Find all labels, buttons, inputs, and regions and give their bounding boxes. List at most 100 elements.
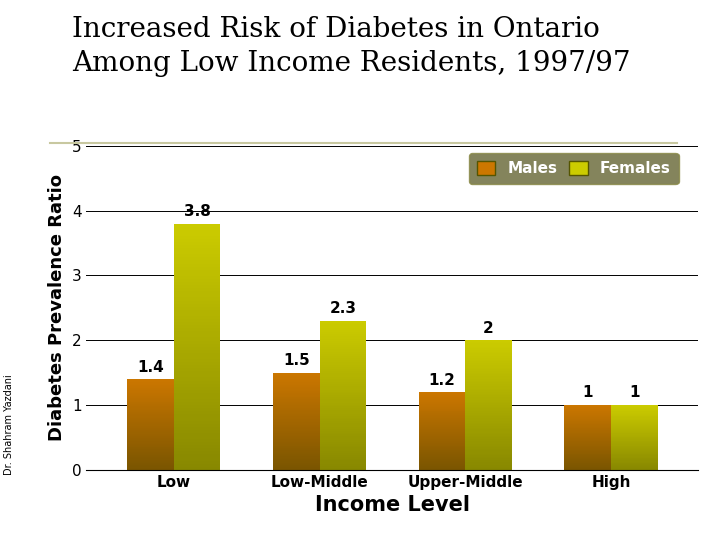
Bar xyxy=(418,458,465,459)
Bar xyxy=(564,451,611,452)
Bar xyxy=(465,386,512,387)
Bar xyxy=(127,417,174,419)
Bar xyxy=(611,453,657,454)
Bar xyxy=(127,440,174,442)
Bar xyxy=(320,448,366,449)
Bar xyxy=(465,342,512,343)
Bar xyxy=(320,466,366,468)
Bar xyxy=(174,258,220,260)
Bar xyxy=(174,325,220,328)
Bar xyxy=(127,446,174,447)
Bar xyxy=(564,456,611,457)
Bar xyxy=(273,455,320,456)
Bar xyxy=(320,421,366,423)
Bar xyxy=(127,429,174,430)
Bar xyxy=(465,376,512,377)
Bar xyxy=(127,396,174,397)
Bar xyxy=(174,331,220,334)
Bar xyxy=(611,442,657,443)
Bar xyxy=(611,418,657,419)
Bar xyxy=(418,462,465,463)
Bar xyxy=(320,367,366,369)
Bar xyxy=(418,417,465,418)
Bar xyxy=(174,322,220,325)
Bar xyxy=(465,364,512,366)
Bar xyxy=(174,347,220,350)
Bar xyxy=(320,379,366,380)
Bar xyxy=(465,343,512,345)
Bar xyxy=(174,279,220,282)
Bar xyxy=(127,381,174,382)
Bar xyxy=(418,431,465,432)
Bar xyxy=(273,451,320,453)
Bar xyxy=(320,464,366,466)
Bar xyxy=(174,365,220,368)
Bar xyxy=(418,402,465,403)
Bar xyxy=(273,392,320,393)
Bar xyxy=(418,403,465,404)
Bar xyxy=(465,433,512,434)
Bar xyxy=(273,396,320,397)
Bar xyxy=(465,405,512,407)
Bar xyxy=(127,413,174,414)
Bar xyxy=(174,353,220,356)
Bar xyxy=(564,443,611,444)
Bar xyxy=(611,423,657,424)
Bar xyxy=(465,457,512,458)
Bar xyxy=(418,463,465,464)
Bar xyxy=(320,377,366,379)
Bar xyxy=(174,387,220,390)
Bar xyxy=(320,347,366,349)
Bar xyxy=(564,413,611,414)
Bar xyxy=(127,386,174,387)
Bar xyxy=(465,421,512,423)
Bar xyxy=(127,435,174,436)
Bar xyxy=(418,443,465,444)
Bar xyxy=(564,447,611,448)
Bar xyxy=(465,407,512,408)
Bar xyxy=(418,399,465,400)
Bar xyxy=(465,399,512,400)
Bar xyxy=(611,449,657,450)
Bar xyxy=(418,454,465,455)
Bar xyxy=(174,300,220,303)
Bar xyxy=(127,463,174,464)
Bar xyxy=(465,455,512,457)
Bar xyxy=(611,427,657,428)
Bar xyxy=(127,400,174,401)
Bar xyxy=(611,411,657,413)
Bar xyxy=(273,421,320,422)
Bar xyxy=(320,425,366,427)
Bar xyxy=(273,397,320,398)
Bar xyxy=(564,442,611,443)
Bar xyxy=(320,349,366,350)
Bar xyxy=(564,465,611,467)
Bar xyxy=(273,426,320,427)
Bar xyxy=(273,461,320,462)
Bar xyxy=(174,423,220,427)
Bar xyxy=(127,462,174,463)
Text: 1: 1 xyxy=(629,386,639,401)
Bar xyxy=(564,469,611,470)
Bar xyxy=(465,379,512,381)
Bar xyxy=(174,276,220,279)
Bar xyxy=(418,460,465,461)
Bar xyxy=(273,447,320,448)
Bar xyxy=(174,343,220,347)
Bar xyxy=(127,424,174,426)
Bar xyxy=(564,468,611,469)
Bar xyxy=(127,416,174,417)
Bar xyxy=(273,467,320,469)
Bar xyxy=(465,447,512,449)
Bar xyxy=(564,433,611,434)
Bar xyxy=(174,236,220,239)
Bar xyxy=(320,363,366,366)
Legend: Males, Females: Males, Females xyxy=(469,153,678,184)
Bar xyxy=(564,431,611,432)
Bar xyxy=(127,423,174,424)
Bar xyxy=(127,433,174,434)
Bar xyxy=(465,403,512,405)
Bar xyxy=(273,465,320,466)
Bar xyxy=(127,419,174,420)
Bar xyxy=(611,431,657,432)
